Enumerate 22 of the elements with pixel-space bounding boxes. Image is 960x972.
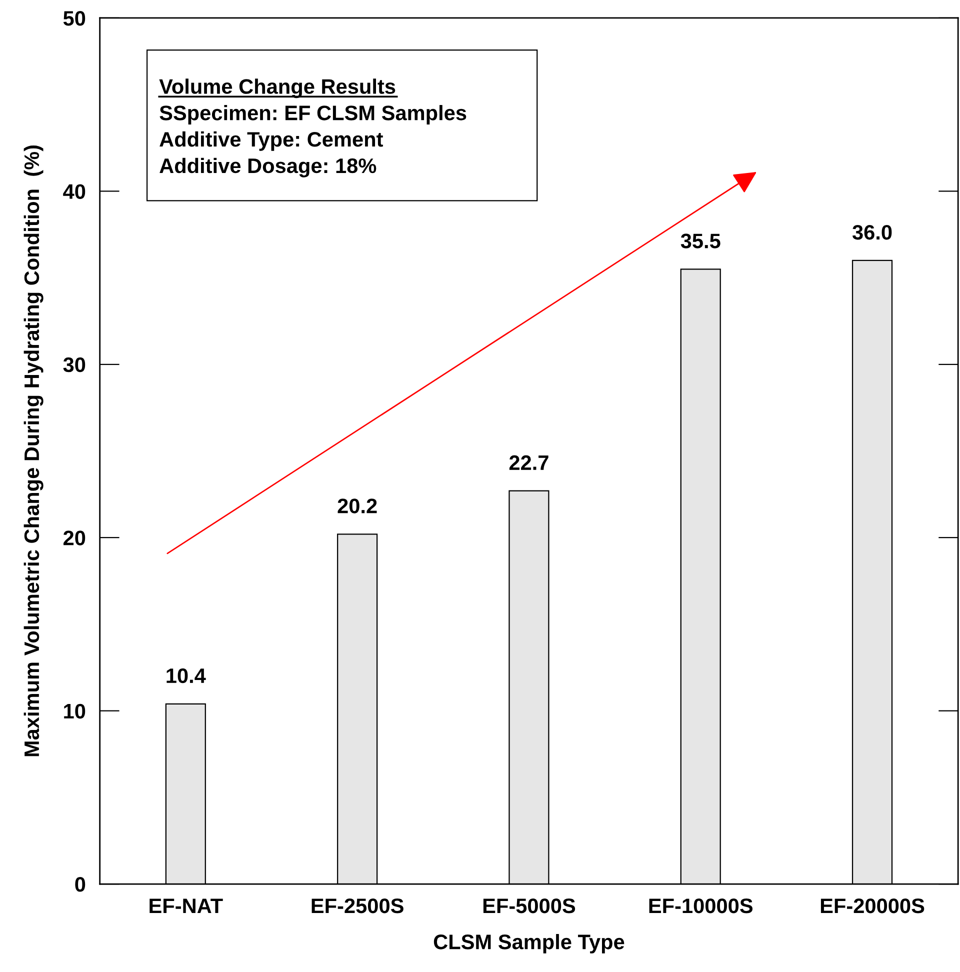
data-label: 35.5 — [680, 234, 720, 248]
data-label: 20.2 — [338, 498, 377, 514]
x-tick-label: EF-5000S — [483, 898, 576, 914]
x-tick-label: EF-NAT — [150, 898, 223, 914]
y-tick-label: 50 — [63, 10, 86, 26]
y-axis-title: Maximum Volumetric Change During Hydrating Condition (%) — [24, 145, 44, 756]
annotation: SSpecimen: EF CLSM Samples — [160, 105, 466, 124]
annotation: Volume Change Results — [159, 78, 396, 98]
annotation: Additive Type: Cement — [160, 131, 383, 151]
y-tick-label: 10 — [64, 704, 86, 719]
data-label: 36.0 — [852, 224, 892, 240]
y-tick-label: 0 — [75, 877, 86, 892]
x-axis-title: CLSM Sample Type — [434, 934, 624, 954]
y-tick-label: 40 — [63, 184, 86, 199]
x-tick-label: EF-20000S — [820, 898, 924, 914]
x-tick-label: EF-10000S — [649, 898, 752, 914]
annotation: Additive Dosage: 18% — [160, 158, 376, 178]
data-label: 22.7 — [509, 455, 548, 470]
x-tick-label: EF-2500S — [312, 898, 404, 914]
y-tick-label: 20 — [64, 530, 86, 546]
data-label: 10.4 — [166, 668, 206, 684]
y-tick-label: 30 — [63, 357, 86, 372]
